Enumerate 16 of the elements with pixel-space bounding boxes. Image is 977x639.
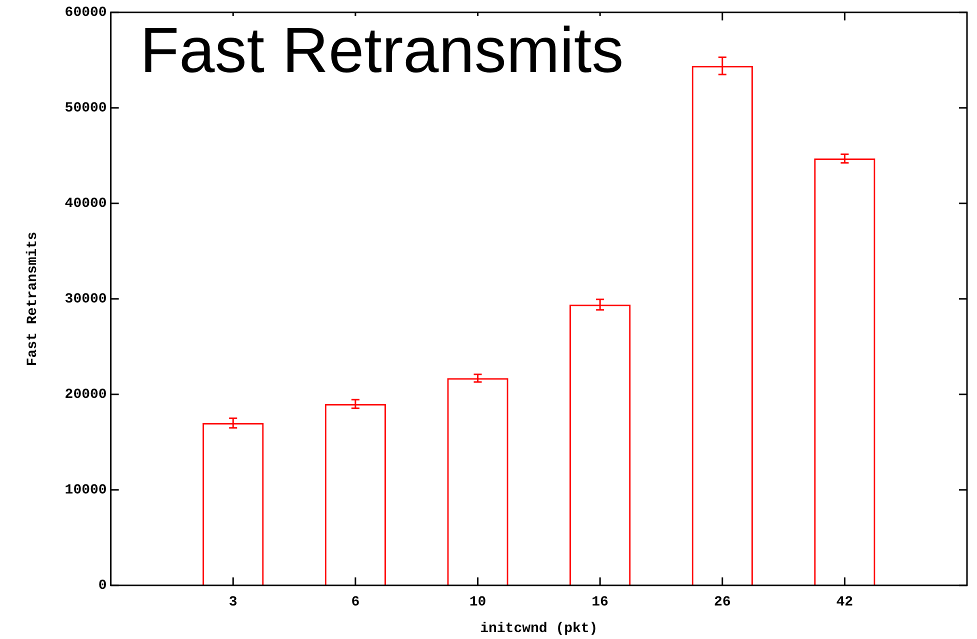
- x-tick-label: 16: [592, 594, 608, 610]
- y-tick-label: 30000: [64, 291, 107, 308]
- x-axis-title: initcwnd (pkt): [480, 621, 598, 638]
- y-axis-title: Fast Retransmits: [24, 232, 41, 366]
- y-tick-label: 60000: [64, 4, 107, 21]
- y-tick-label: 10000: [64, 482, 107, 498]
- x-tick-label: 3: [228, 594, 238, 610]
- x-tick-label: 26: [714, 594, 731, 610]
- y-tick-label: 40000: [64, 196, 107, 212]
- x-tick-label: 10: [469, 594, 486, 610]
- x-tick-label: 42: [836, 594, 854, 610]
- y-tick-label: 50000: [64, 100, 107, 116]
- chart-title: Fast Retransmits: [136, 14, 628, 86]
- x-tick-label: 6: [351, 594, 360, 610]
- y-tick-label: 0: [98, 578, 107, 594]
- y-tick-label: 20000: [64, 386, 107, 403]
